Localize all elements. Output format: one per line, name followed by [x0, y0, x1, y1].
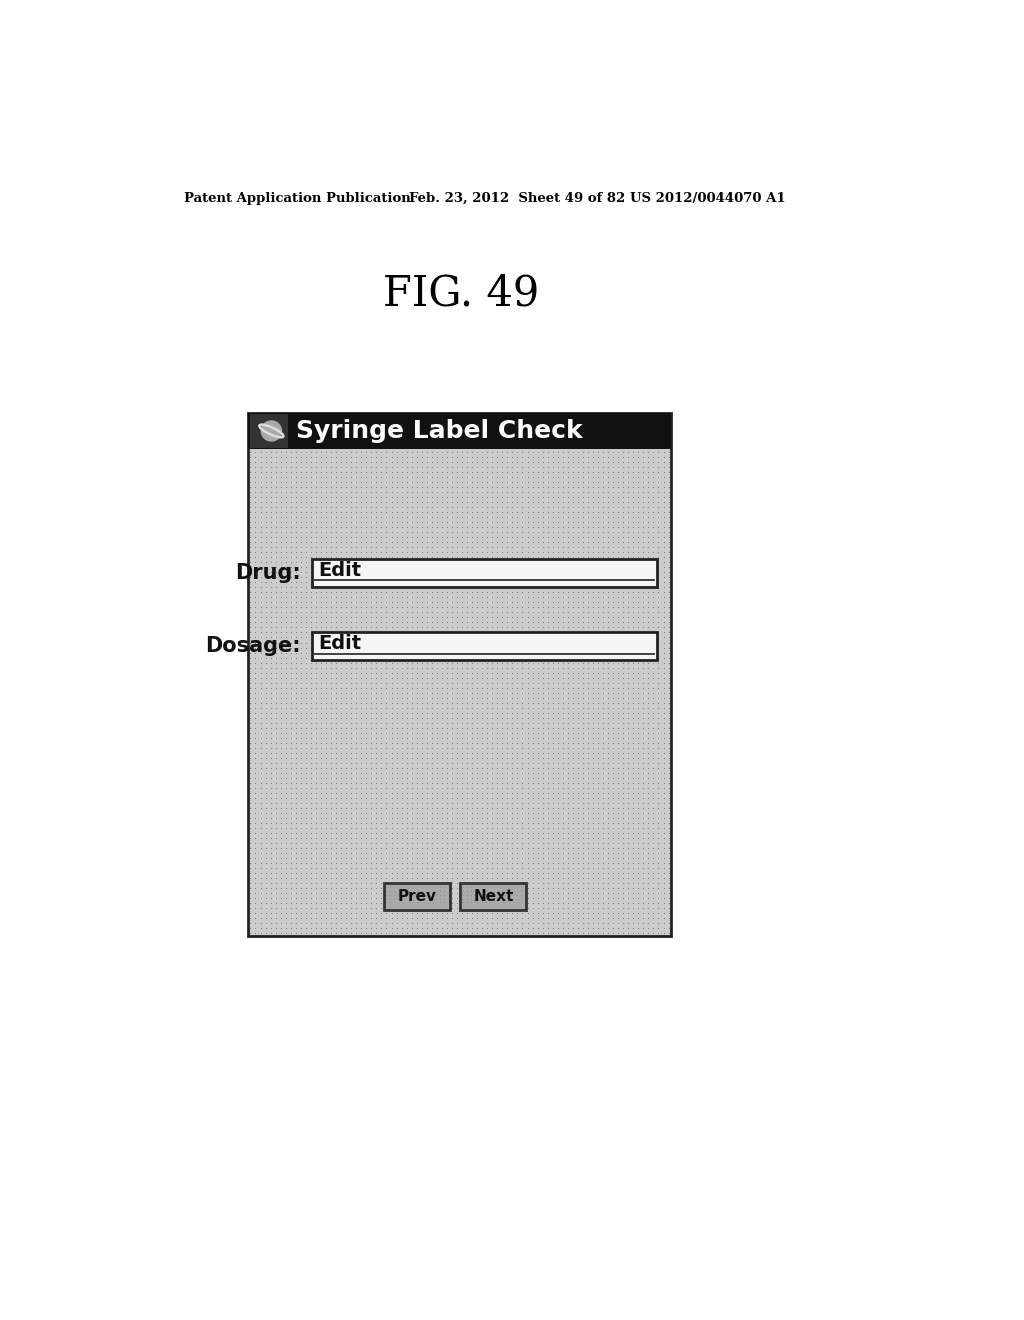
Text: Prev: Prev: [397, 888, 436, 904]
Bar: [311, 558, 656, 587]
Text: Edit: Edit: [318, 561, 361, 581]
Bar: [384, 883, 450, 909]
Circle shape: [261, 421, 282, 441]
Text: Feb. 23, 2012  Sheet 49 of 82: Feb. 23, 2012 Sheet 49 of 82: [409, 191, 625, 205]
Text: FIG. 49: FIG. 49: [383, 272, 540, 314]
Text: Edit: Edit: [318, 635, 361, 653]
Text: Drug:: Drug:: [236, 562, 301, 582]
Text: Next: Next: [473, 888, 514, 904]
Text: Dosage:: Dosage:: [205, 636, 301, 656]
Bar: [461, 883, 526, 909]
Bar: [311, 632, 656, 660]
Bar: [250, 414, 289, 447]
Bar: [248, 413, 671, 936]
Text: US 2012/0044070 A1: US 2012/0044070 A1: [630, 191, 785, 205]
Bar: [248, 412, 671, 449]
Text: Syringe Label Check: Syringe Label Check: [296, 418, 583, 444]
Text: Patent Application Publication: Patent Application Publication: [183, 191, 411, 205]
